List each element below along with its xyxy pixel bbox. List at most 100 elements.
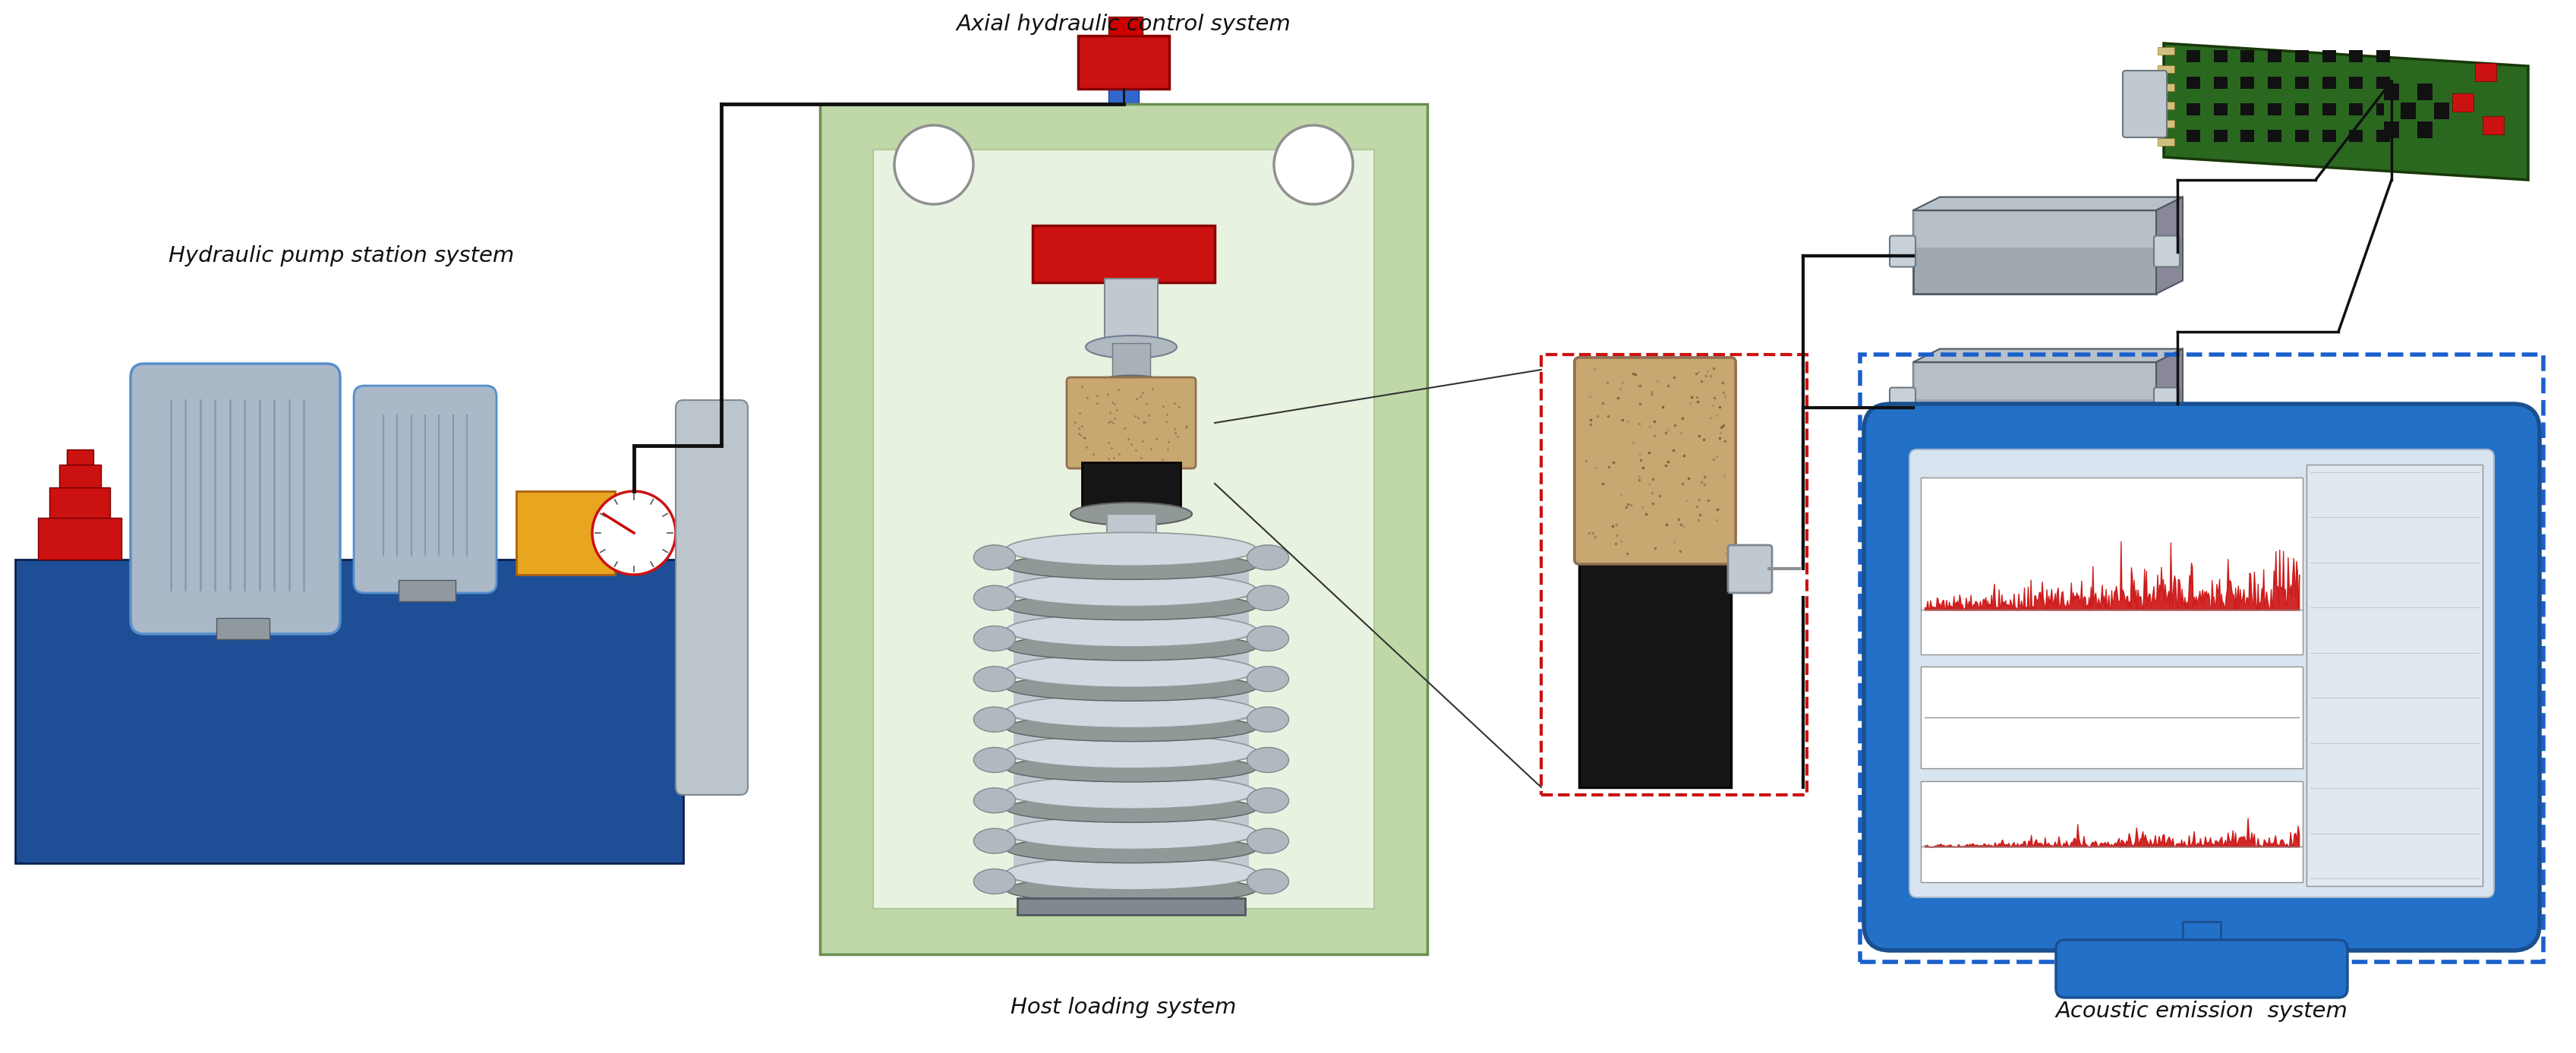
Ellipse shape <box>1007 593 1257 620</box>
Ellipse shape <box>1072 502 1193 525</box>
Bar <box>1108 514 1157 901</box>
Ellipse shape <box>1247 667 1288 692</box>
Polygon shape <box>1012 853 1249 881</box>
Bar <box>39 518 121 559</box>
Circle shape <box>894 125 974 204</box>
Ellipse shape <box>1007 654 1257 688</box>
Bar <box>2295 51 2308 62</box>
Bar <box>2159 83 2174 92</box>
Bar <box>399 580 456 601</box>
Bar <box>1108 17 1144 36</box>
FancyBboxPatch shape <box>675 400 747 795</box>
Ellipse shape <box>974 545 1015 570</box>
Bar <box>1922 477 2303 654</box>
Bar <box>2452 94 2473 112</box>
FancyBboxPatch shape <box>1914 211 2156 294</box>
Bar <box>2159 138 2174 145</box>
Bar <box>1082 462 1180 514</box>
FancyBboxPatch shape <box>1914 362 2156 445</box>
Bar <box>2401 102 2416 119</box>
Bar <box>2267 77 2282 88</box>
Bar <box>2434 102 2450 119</box>
FancyBboxPatch shape <box>2123 71 2166 137</box>
Ellipse shape <box>1247 545 1288 570</box>
Bar <box>2159 120 2174 127</box>
Bar <box>2349 103 2362 116</box>
Ellipse shape <box>974 748 1015 773</box>
Bar <box>2241 130 2254 142</box>
Bar <box>2213 77 2228 88</box>
Ellipse shape <box>1007 775 1257 809</box>
Ellipse shape <box>1007 633 1257 660</box>
Bar <box>1860 355 2543 961</box>
Bar <box>1540 355 1806 795</box>
FancyBboxPatch shape <box>353 385 497 593</box>
Ellipse shape <box>974 869 1015 894</box>
Bar <box>59 464 100 488</box>
Ellipse shape <box>1007 552 1257 579</box>
Polygon shape <box>2156 197 2182 294</box>
Bar <box>1105 279 1157 346</box>
Ellipse shape <box>974 625 1015 651</box>
Polygon shape <box>1012 813 1249 841</box>
Bar <box>2434 121 2450 138</box>
Circle shape <box>592 491 675 575</box>
Ellipse shape <box>974 667 1015 692</box>
Ellipse shape <box>1084 336 1177 358</box>
Polygon shape <box>2164 43 2527 180</box>
Bar <box>1922 781 2303 882</box>
Bar <box>2159 47 2174 55</box>
Bar <box>2416 83 2432 100</box>
Bar <box>2267 130 2282 142</box>
Bar <box>2295 103 2308 116</box>
Bar <box>2349 51 2362 62</box>
Bar <box>2321 77 2336 88</box>
Bar <box>2375 77 2391 88</box>
Bar <box>1579 552 1731 788</box>
Ellipse shape <box>1007 836 1257 863</box>
Bar <box>2383 121 2398 138</box>
Bar <box>2182 921 2221 951</box>
Bar <box>1914 362 2156 400</box>
Polygon shape <box>1914 197 2182 211</box>
Bar <box>2434 83 2450 100</box>
Bar <box>2349 77 2362 88</box>
Bar <box>2383 83 2398 100</box>
Ellipse shape <box>1007 816 1257 850</box>
Bar <box>216 618 270 639</box>
Bar <box>2306 464 2483 886</box>
Bar <box>2241 51 2254 62</box>
Polygon shape <box>2156 349 2182 445</box>
Bar <box>2416 102 2432 119</box>
Bar <box>2187 103 2200 116</box>
Polygon shape <box>1012 611 1249 638</box>
Bar <box>2213 130 2228 142</box>
Ellipse shape <box>1007 614 1257 647</box>
Text: Acoustic emission  system: Acoustic emission system <box>2056 1000 2347 1021</box>
Bar <box>2267 103 2282 116</box>
Ellipse shape <box>1007 876 1257 903</box>
FancyBboxPatch shape <box>1891 388 1917 419</box>
Bar <box>49 488 111 518</box>
Text: Hydraulic pump station system: Hydraulic pump station system <box>170 245 515 266</box>
FancyBboxPatch shape <box>2154 236 2179 266</box>
FancyBboxPatch shape <box>1728 545 1772 593</box>
Bar <box>2213 103 2228 116</box>
Ellipse shape <box>1092 376 1170 395</box>
Bar <box>2401 83 2416 100</box>
Bar <box>2241 77 2254 88</box>
Bar <box>15 559 683 863</box>
Polygon shape <box>1012 732 1249 760</box>
Bar <box>2187 51 2200 62</box>
FancyBboxPatch shape <box>2056 940 2347 997</box>
Bar <box>1079 36 1170 88</box>
Bar <box>2241 103 2254 116</box>
Ellipse shape <box>974 788 1015 813</box>
Ellipse shape <box>1007 533 1257 565</box>
Ellipse shape <box>1007 735 1257 769</box>
FancyBboxPatch shape <box>1574 358 1736 564</box>
Ellipse shape <box>1007 573 1257 607</box>
Bar <box>2267 51 2282 62</box>
Polygon shape <box>1012 692 1249 719</box>
Bar <box>1922 667 2303 768</box>
